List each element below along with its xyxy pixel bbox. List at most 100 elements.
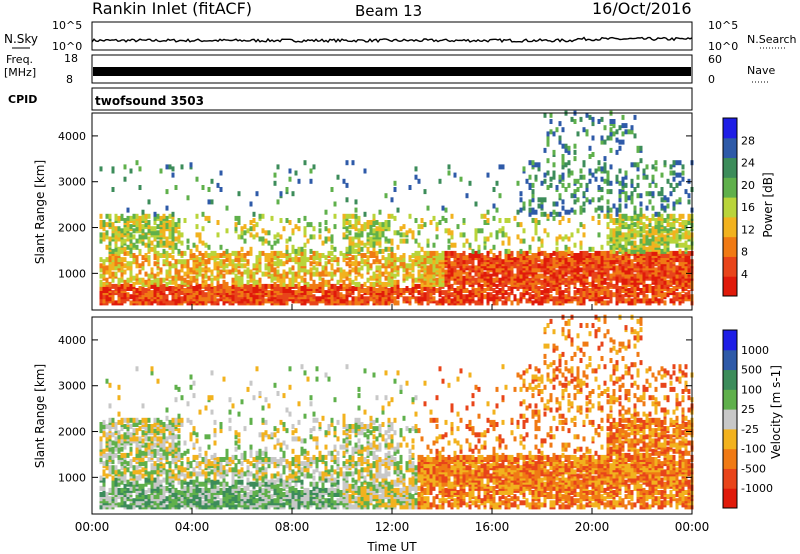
data-cell (645, 174, 649, 180)
data-cell (510, 250, 514, 256)
data-cell (171, 234, 175, 240)
freq-panel: Freq. [MHz] 18 8 60 0 Nave (4, 52, 775, 86)
data-cell (528, 286, 532, 291)
data-cell (636, 193, 640, 199)
data-cell (195, 273, 199, 279)
data-cell (651, 290, 655, 296)
data-cell (660, 248, 664, 254)
data-cell (624, 222, 628, 228)
data-cell (444, 218, 448, 223)
data-cell (606, 205, 610, 211)
data-cell (654, 182, 658, 188)
data-cell (369, 242, 373, 248)
data-cell (132, 417, 136, 423)
data-cell (99, 220, 103, 225)
data-cell (588, 246, 592, 252)
data-cell (513, 294, 517, 300)
data-cell (417, 242, 421, 248)
data-cell (405, 275, 409, 281)
data-cell (489, 292, 493, 298)
data-cell (651, 191, 655, 197)
data-cell (600, 205, 604, 211)
data-cell (174, 281, 178, 287)
data-cell (573, 149, 577, 155)
data-cell (150, 273, 154, 279)
data-cell (351, 244, 355, 250)
data-cell (429, 250, 433, 256)
data-cell (675, 269, 679, 275)
data-cell (537, 250, 541, 256)
data-cell (528, 255, 532, 261)
data-cell (618, 259, 622, 265)
data-cell (174, 242, 178, 248)
data-cell (402, 232, 406, 238)
data-cell (114, 226, 118, 232)
data-cell (495, 267, 499, 273)
data-cell (657, 211, 661, 217)
data-cell (495, 283, 499, 289)
data-cell (669, 298, 673, 304)
data-cell (675, 218, 679, 223)
data-cell (135, 436, 139, 442)
data-cell (153, 442, 157, 448)
data-cell (627, 224, 631, 230)
data-cell (666, 240, 670, 246)
data-cell (603, 300, 607, 306)
data-cell (573, 189, 577, 195)
data-cell (117, 446, 121, 452)
data-cell (105, 446, 109, 452)
data-cell (336, 286, 340, 291)
data-cell (159, 300, 163, 306)
data-cell (462, 294, 466, 300)
data-cell (120, 475, 124, 481)
data-cell (318, 222, 322, 228)
data-cell (540, 250, 544, 256)
data-cell (678, 279, 682, 285)
data-cell (621, 213, 625, 219)
data-cell (243, 253, 247, 258)
data-cell (195, 255, 199, 261)
freq-band (93, 67, 691, 76)
data-cell (273, 172, 277, 178)
data-cell (666, 218, 670, 223)
data-cell (303, 294, 307, 300)
data-cell (396, 257, 400, 263)
data-cell (153, 255, 157, 261)
data-cell (330, 187, 334, 192)
data-cell (438, 271, 442, 277)
data-cell (156, 430, 160, 436)
data-cell (573, 242, 577, 248)
data-cell (168, 253, 172, 258)
data-cell (516, 250, 520, 256)
data-cell (534, 253, 538, 258)
data-cell (501, 164, 505, 170)
data-cell (237, 215, 241, 221)
data-cell (363, 226, 367, 232)
data-cell (126, 244, 130, 250)
data-cell (147, 224, 151, 230)
data-cell (540, 180, 544, 186)
data-cell (588, 294, 592, 300)
data-cell (129, 215, 133, 221)
data-cell (165, 236, 169, 242)
data-cell (558, 211, 562, 217)
data-cell (252, 218, 256, 223)
data-cell (342, 222, 346, 228)
data-cell (681, 232, 685, 238)
data-cell (153, 428, 157, 434)
beam-title: Beam 13 (355, 2, 422, 20)
data-cell (624, 261, 628, 267)
data-cell (612, 203, 616, 209)
data-cell (621, 114, 625, 120)
data-cell (534, 222, 538, 228)
power-data-cells (99, 110, 694, 306)
data-cell (390, 281, 394, 287)
data-cell (330, 298, 334, 304)
data-cell (639, 275, 643, 281)
data-cell (141, 417, 145, 423)
data-cell (162, 283, 166, 289)
data-cell (468, 242, 472, 248)
data-cell (585, 197, 589, 203)
data-cell (621, 265, 625, 271)
data-cell (543, 112, 547, 118)
